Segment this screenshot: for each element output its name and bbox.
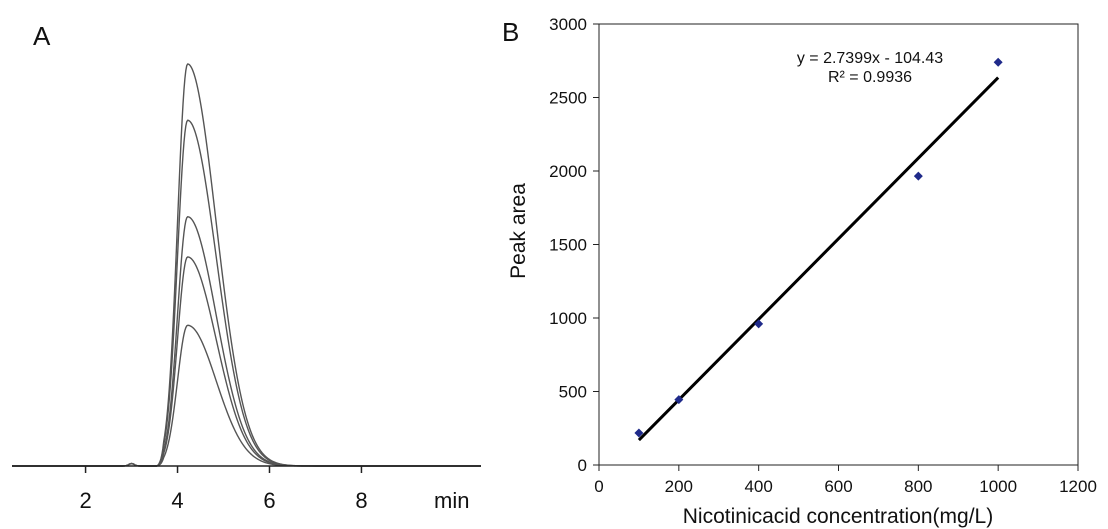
chromatogram-trace-2 <box>12 119 481 467</box>
chromatogram-x-ticks: 2 4 6 8 <box>79 466 368 513</box>
calibration-x-tick-label: 200 <box>665 477 693 496</box>
calibration-plot-frame <box>598 23 1079 466</box>
calibration-x-tick-label: 0 <box>594 477 603 496</box>
calibration-r-squared: R² = 0.9936 <box>828 69 912 86</box>
calibration-points <box>634 57 1003 438</box>
calibration-x-tick-label: 1200 <box>1059 477 1097 496</box>
calibration-point <box>674 395 684 405</box>
calibration-x-tick-label: 600 <box>824 477 852 496</box>
calibration-y-ticks: 0 500 1000 1500 2000 2500 3000 <box>549 15 599 475</box>
chromatogram-x-tick-label: 6 <box>263 488 275 513</box>
calibration-y-tick-label: 1000 <box>549 309 587 328</box>
calibration-x-tick-label: 1000 <box>979 477 1017 496</box>
chromatogram-trace-5 <box>12 324 481 467</box>
calibration-point <box>754 319 764 329</box>
calibration-x-tick-label: 400 <box>744 477 772 496</box>
panel-label-b: B <box>502 17 519 47</box>
panel-label-a: A <box>33 21 51 51</box>
chromatogram-x-label: min <box>434 488 469 513</box>
calibration-y-tick-label: 2000 <box>549 162 587 181</box>
calibration-y-tick-label: 500 <box>559 383 587 402</box>
calibration-y-tick-label: 1500 <box>549 236 587 255</box>
calibration-point <box>634 428 644 438</box>
calibration-y-tick-label: 3000 <box>549 15 587 34</box>
calibration-equation: y = 2.7399x - 104.43 <box>797 50 943 67</box>
calibration-chart: 0 500 1000 1500 2000 2500 3000 0 200 400 600 800 10… <box>507 15 1097 528</box>
chromatogram-trace-3 <box>12 216 481 467</box>
calibration-trendline <box>637 76 1000 442</box>
calibration-x-tick-label: 800 <box>904 477 932 496</box>
chromatogram-trace-1 <box>12 63 481 467</box>
chromatogram-trace-4 <box>12 256 481 467</box>
calibration-x-ticks: 0 200 400 600 800 1000 1200 <box>594 465 1097 496</box>
calibration-y-tick-label: 2500 <box>549 89 587 108</box>
chromatogram-x-tick-label: 4 <box>171 488 183 513</box>
calibration-point <box>993 57 1003 67</box>
calibration-y-tick-label: 0 <box>578 456 587 475</box>
calibration-y-label: Peak area <box>507 183 530 279</box>
chromatogram-chart: 2 4 6 8 min <box>12 63 481 513</box>
chromatogram-x-tick-label: 8 <box>355 488 367 513</box>
chromatogram-traces <box>12 63 481 467</box>
chromatogram-x-tick-label: 2 <box>79 488 91 513</box>
calibration-point <box>913 171 923 181</box>
calibration-x-label: Nicotinicacid concentration(mg/L) <box>683 505 993 528</box>
